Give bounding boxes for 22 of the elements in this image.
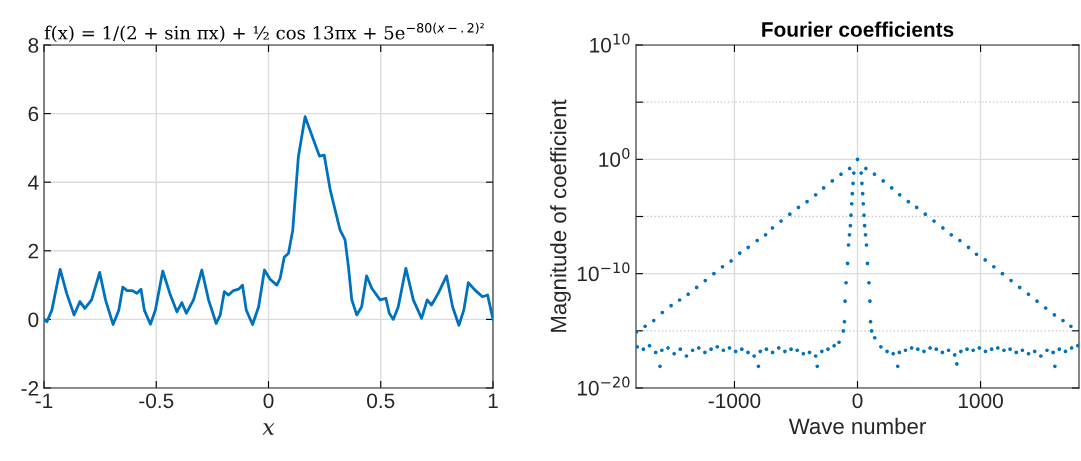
- y-tick-label: 4: [28, 175, 39, 190]
- y-tick-label: 10$^{0}$: [599, 147, 630, 167]
- x-tick-label: 0: [263, 393, 274, 409]
- x-tick-label: 1000: [958, 393, 1003, 409]
- x-tick-label: -0.5: [139, 393, 174, 409]
- y-tick-label: 0: [28, 312, 39, 328]
- x-axis-title: Wave number: [788, 417, 926, 435]
- y-tick-label: 6: [28, 106, 39, 122]
- y-tick-label: 10$^{−20}$: [577, 376, 630, 396]
- line-series: [44, 115, 493, 327]
- x-tick-label: 0: [852, 393, 863, 409]
- x-axis-title: x: [262, 423, 275, 435]
- y-tick-label: 2: [28, 243, 39, 259]
- y-tick-label: 10$^{10}$: [590, 33, 630, 53]
- x-tick-label: -1000: [708, 393, 761, 409]
- chart-title: f(x) = 1/(2 + sin πx) + ½ cos 13πx + 5e$^{−80(x−.2)²}$: [44, 22, 484, 43]
- chart-title: Fourier coefficients: [762, 21, 954, 37]
- y-axis-title: Magnitude of coefficient: [550, 99, 571, 332]
- y-tick-label: 10$^{−10}$: [577, 262, 630, 282]
- x-tick-label: 1: [488, 393, 498, 408]
- x-tick-label: 0.5: [367, 393, 395, 409]
- y-tick-label: 8: [28, 38, 39, 53]
